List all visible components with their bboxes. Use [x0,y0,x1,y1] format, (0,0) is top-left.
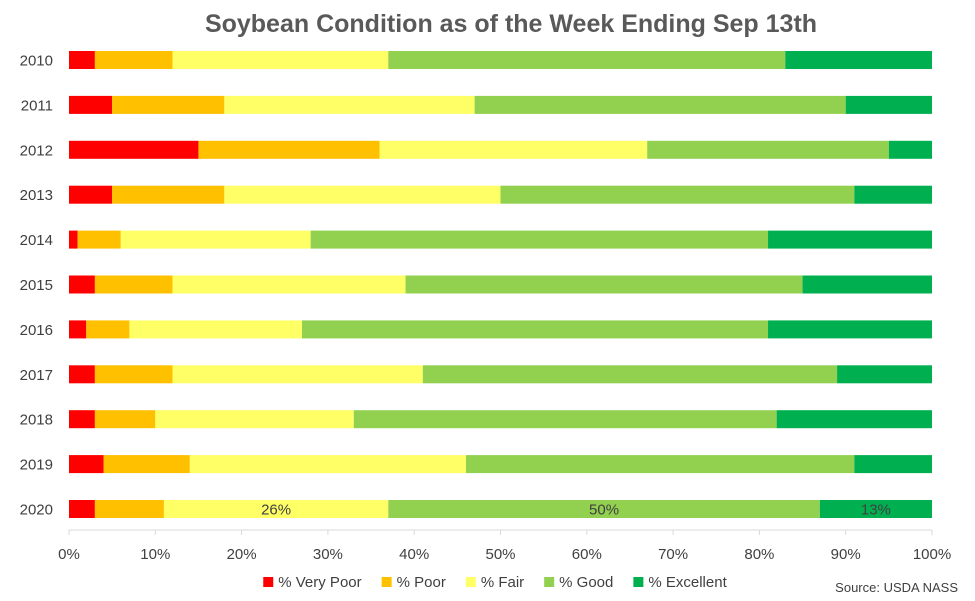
bar-segment-2017-fair [172,365,423,384]
bar-segment-2011-fair [224,95,475,114]
bar-segment-2010-very-poor [69,51,95,69]
bar-segment-2014-excellent [768,230,932,249]
legend-swatch [633,577,644,587]
category-label-2016: 2016 [20,322,53,339]
bar-segment-2020-poor [94,500,164,518]
x-tick-label: 40% [399,546,429,563]
bar-segment-2010-poor [94,51,173,69]
legend-label: % Poor [397,574,446,591]
legend-swatch [381,577,392,587]
legend-swatch [263,577,274,587]
x-tick-label: 50% [485,546,515,563]
bar-segment-2011-good [474,95,846,114]
bar-segment-2015-excellent [802,275,932,294]
category-label-2014: 2014 [20,232,53,249]
bar-segment-2016-fair [129,320,303,339]
x-tick-label: 20% [227,546,257,563]
bar-segment-2011-poor [112,95,225,114]
bar-segment-2016-excellent [768,320,932,339]
bar-segment-2014-fair [120,230,311,249]
bar-segment-2010-good [388,51,786,69]
source-note: Source: USDA NASS [835,580,958,595]
bar-segment-2014-good [310,230,769,249]
bar-segment-2017-good [422,365,838,384]
bar-segment-2019-fair [189,455,466,474]
bar-segment-2011-excellent [845,95,932,114]
category-label-2015: 2015 [20,277,53,294]
legend-swatch [544,577,555,587]
bar-segment-2015-poor [94,275,173,294]
bar-segment-2014-very-poor [69,230,78,249]
bar-segment-2012-good [647,140,889,159]
bar-segment-2015-good [405,275,803,294]
category-label-2010: 2010 [20,53,53,70]
chart-title: Soybean Condition as of the Week Ending … [205,10,817,38]
bar-segment-2018-fair [155,410,354,429]
x-tick-label: 60% [572,546,602,563]
category-label-2012: 2012 [20,142,53,159]
bar-segment-2013-fair [224,185,501,204]
bar-segment-2010-fair [172,51,389,69]
bar-segment-2018-excellent [776,410,932,429]
x-tick-label: 10% [140,546,170,563]
bar-segment-2019-good [465,455,855,474]
bar-segment-2019-very-poor [69,455,104,474]
bar-segment-2018-good [353,410,777,429]
bar-segment-2012-very-poor [69,140,199,159]
category-label-2018: 2018 [20,412,53,429]
bar-segment-2016-poor [86,320,130,339]
category-label-2011: 2011 [21,97,53,114]
x-tick-label: 0% [58,546,80,563]
bar-segment-2016-good [302,320,769,339]
legend: % Very Poor % Poor % Fair % Good % Excellent [263,574,728,591]
bar-segment-2013-excellent [854,185,932,204]
category-label-2017: 2017 [20,367,53,384]
bar-segment-2016-very-poor [69,320,87,339]
bar-segment-2011-very-poor [69,95,113,114]
bar-segment-2017-excellent [837,365,932,384]
bar-segment-2012-poor [198,140,380,159]
data-label: 13% [861,502,891,519]
data-label: 26% [261,502,291,519]
bar-segment-2013-good [500,185,855,204]
x-tick-label: 80% [744,546,774,563]
legend-label: % Excellent [648,574,727,591]
bar-segment-2015-fair [172,275,406,294]
bar-segment-2020-very-poor [69,500,95,518]
bar-segment-2013-very-poor [69,185,113,204]
bar-segment-2020-good [388,500,820,518]
x-tick-label: 70% [658,546,688,563]
x-tick-label: 100% [913,546,951,563]
bar-segment-2020-fair [163,500,389,518]
bar-segment-2019-poor [103,455,190,474]
data-label: 50% [589,502,619,519]
category-labels: 2010 2011 2012 2013 2014 2015 2016 2017 2018 2019… [20,53,53,519]
legend-label: % Fair [481,574,524,591]
x-tick-label: 90% [831,546,861,563]
bar-segment-2017-very-poor [69,365,95,384]
bar-segment-2018-poor [94,410,156,429]
bar-segment-2012-fair [379,140,648,159]
bar-segment-2017-poor [94,365,173,384]
category-label-2020: 2020 [20,502,53,519]
bar-segment-2020-excellent [819,500,932,518]
bar-segment-2019-excellent [854,455,932,474]
bar-segment-2010-excellent [785,51,932,69]
bar-segment-2018-very-poor [69,410,95,429]
category-label-2013: 2013 [20,187,53,204]
legend-label: % Good [559,574,613,591]
x-tick-label: 30% [313,546,343,563]
legend-label: % Very Poor [278,574,361,591]
category-label-2019: 2019 [20,457,53,474]
x-axis-ticks: 0% 10% 20% 30% 40% 50% 60% 70% 80% 90% 100% [58,530,951,563]
data-labels: 26% 50% 13% [261,502,891,519]
bars-layer [69,51,932,518]
bar-segment-2012-excellent [888,140,932,159]
bar-segment-2014-poor [77,230,121,249]
bar-segment-2015-very-poor [69,275,95,294]
bar-segment-2013-poor [112,185,225,204]
legend-swatch [465,577,476,587]
